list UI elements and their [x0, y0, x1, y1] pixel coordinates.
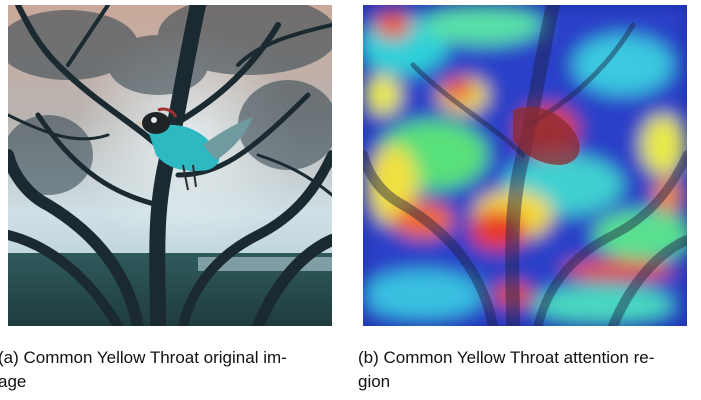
caption-b-line2: gion — [358, 372, 391, 391]
original-bird-image — [8, 5, 332, 326]
attention-heatmap-image — [363, 5, 687, 326]
original-image-panel — [8, 5, 332, 326]
attention-region-panel — [363, 5, 687, 326]
caption-attention-region: (b) Common Yellow Throat attention re- g… — [358, 346, 654, 394]
caption-a-line2: age — [0, 372, 27, 391]
caption-original-image: (a) Common Yellow Throat original im- ag… — [0, 346, 287, 394]
caption-b-line1: (b) Common Yellow Throat attention re- — [358, 348, 655, 367]
bird-figure — [134, 107, 253, 191]
caption-a-line1: (a) Common Yellow Throat original im- — [0, 348, 287, 367]
